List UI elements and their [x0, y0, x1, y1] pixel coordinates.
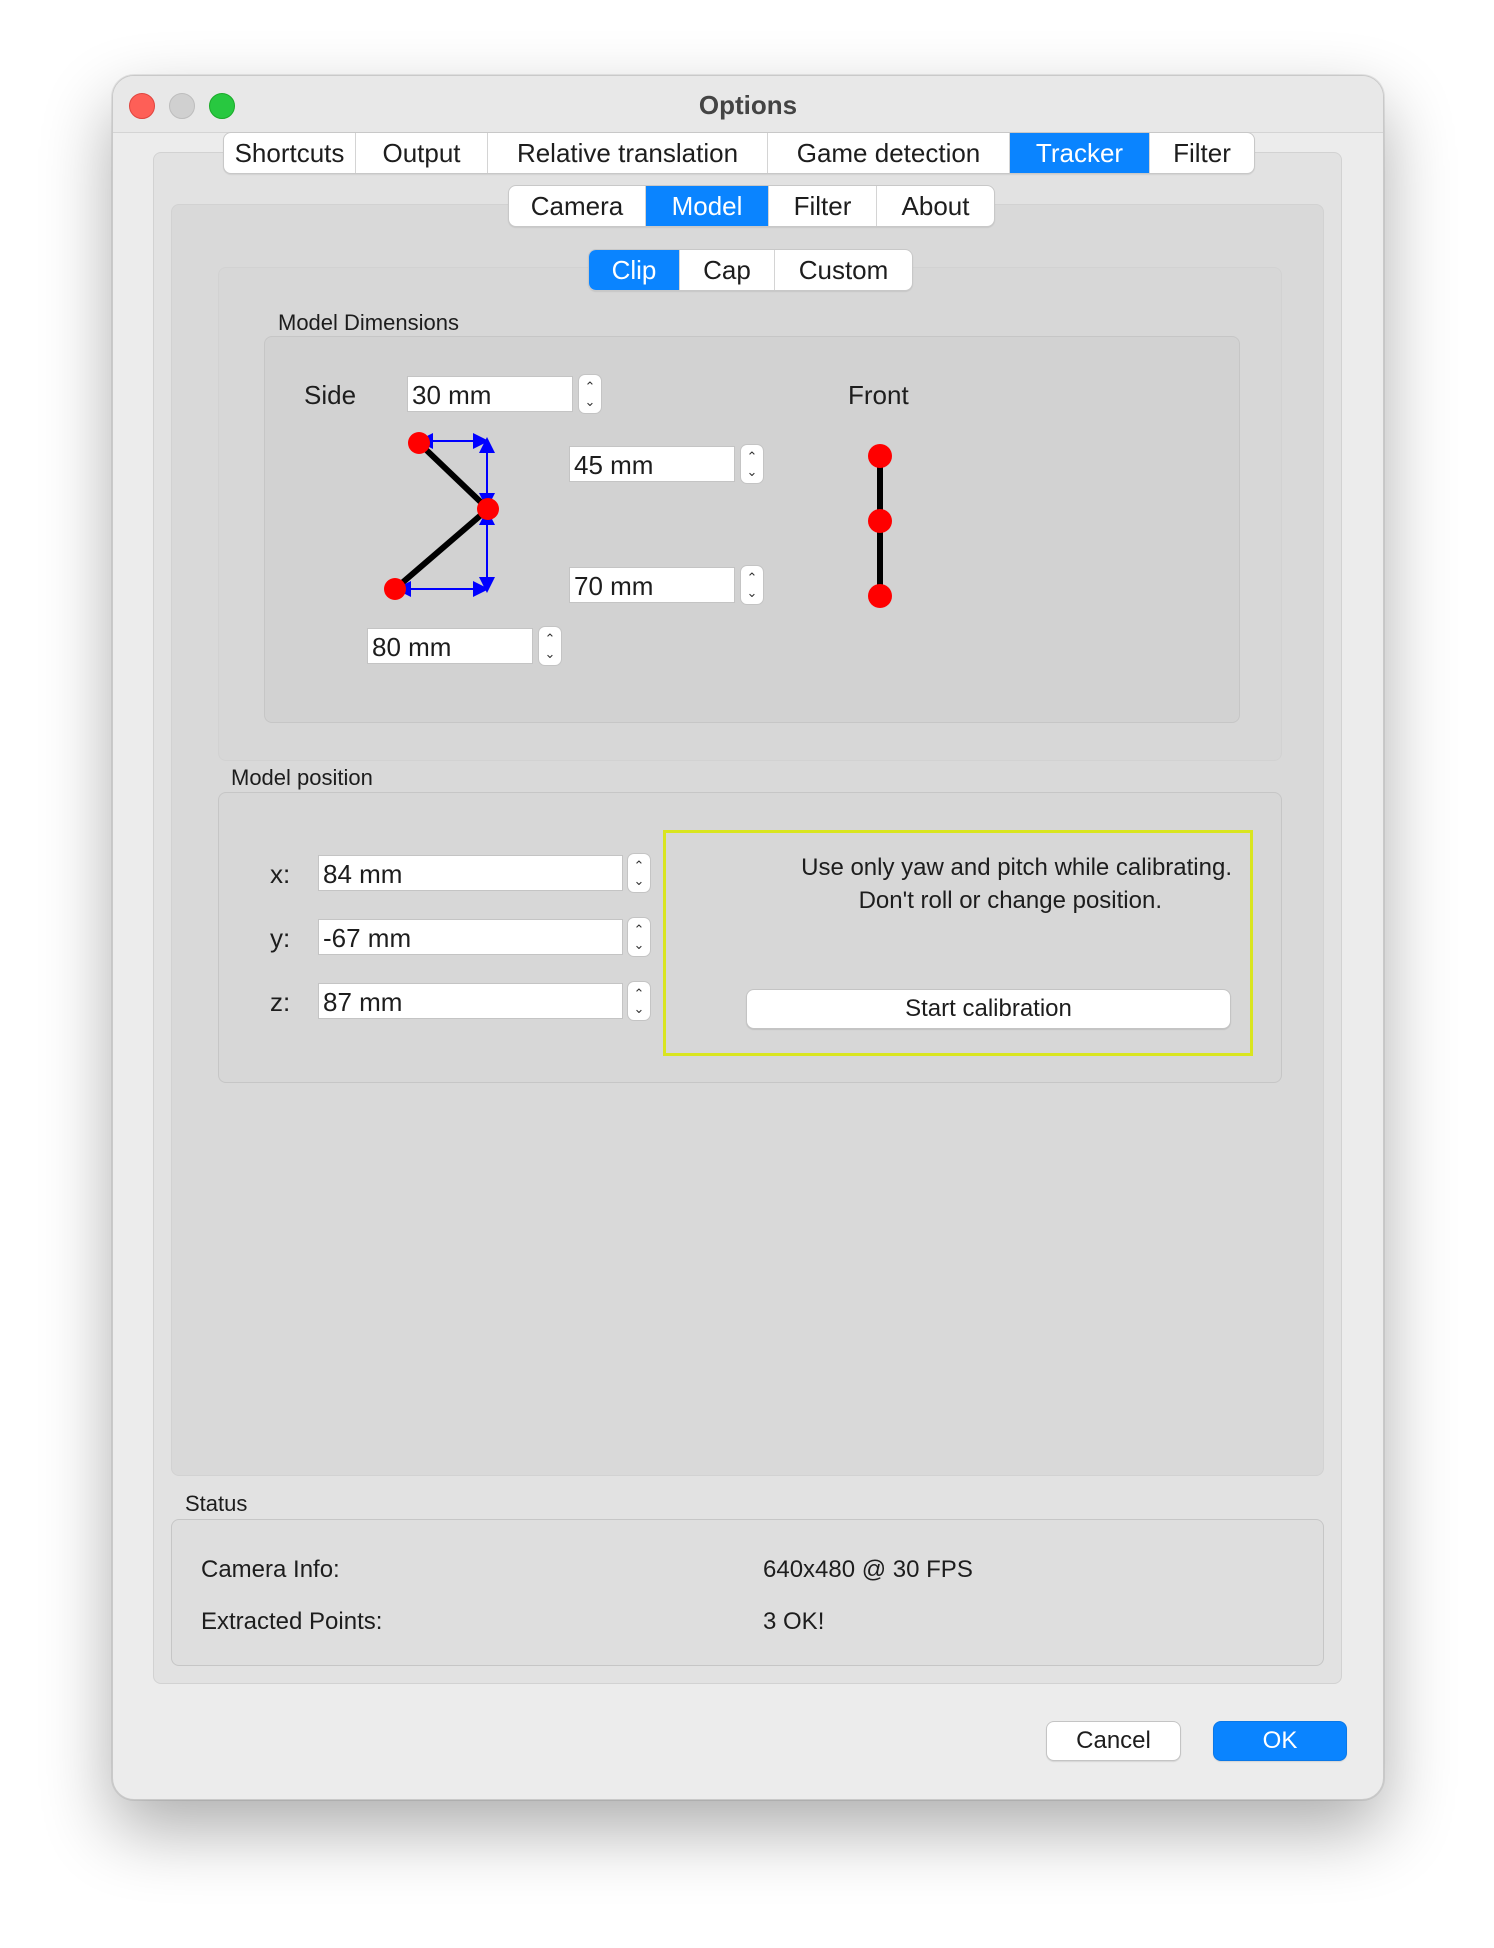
side-dimension-field[interactable]: 30 mm [407, 376, 573, 412]
chevron-up-icon[interactable]: ⌃ [746, 570, 758, 585]
minimize-window-button[interactable] [169, 93, 195, 119]
x-position-stepper[interactable]: ⌃ ⌄ [627, 853, 651, 893]
tab-model[interactable]: Model [646, 186, 769, 226]
cancel-button[interactable]: Cancel [1046, 1721, 1181, 1761]
model-position-heading: Model position [231, 765, 373, 790]
model-upper-arm [416, 440, 491, 512]
tab-cap[interactable]: Cap [680, 250, 775, 290]
chevron-up-icon[interactable]: ⌃ [746, 449, 758, 464]
extracted-points-label: Extracted Points: [201, 1608, 383, 1635]
chevron-down-icon[interactable]: ⌄ [633, 1001, 645, 1016]
y-position-field[interactable]: -67 mm [318, 919, 623, 955]
chevron-up-icon[interactable]: ⌃ [633, 922, 645, 937]
tracker-tab-bar: Camera Model Filter About [508, 185, 995, 227]
front-label: Front [848, 380, 909, 410]
x-position-field[interactable]: 84 mm [318, 855, 623, 891]
top-height-field[interactable]: 45 mm [569, 446, 735, 482]
calibration-note-line2: Don't roll or change position. [858, 887, 1162, 914]
camera-info-label: Camera Info: [201, 1556, 340, 1583]
start-calibration-button[interactable]: Start calibration [746, 989, 1231, 1029]
options-window: Options Shortcuts Output Relative transl… [112, 75, 1384, 1800]
chevron-up-icon[interactable]: ⌃ [544, 631, 556, 646]
calibration-note-line1: Use only yaw and pitch while calibrating… [801, 854, 1232, 881]
tab-tracker[interactable]: Tracker [1010, 133, 1150, 173]
y-label: y: [270, 923, 291, 953]
title-bar: Options [113, 76, 1383, 133]
tab-shortcuts[interactable]: Shortcuts [224, 133, 356, 173]
bottom-length-stepper[interactable]: ⌃ ⌄ [538, 626, 562, 666]
model-point-middle [477, 498, 499, 520]
z-position-field[interactable]: 87 mm [318, 983, 623, 1019]
side-dimension-stepper[interactable]: ⌃ ⌄ [578, 374, 602, 414]
model-lower-arm [393, 506, 490, 592]
model-tab-bar: Clip Cap Custom [588, 249, 913, 291]
front-point-top [868, 444, 892, 468]
calibration-box: Use only yaw and pitch while calibrating… [663, 830, 1253, 1056]
tab-filter[interactable]: Filter [1173, 137, 1231, 168]
chevron-down-icon[interactable]: ⌄ [633, 937, 645, 952]
bottom-height-field[interactable]: 70 mm [569, 567, 735, 603]
window-title: Options [698, 90, 798, 120]
z-position-stepper[interactable]: ⌃ ⌄ [627, 981, 651, 1021]
front-point-middle [868, 509, 892, 533]
tab-clip[interactable]: Clip [589, 250, 680, 290]
status-group [171, 1519, 1324, 1666]
tab-camera[interactable]: Camera [509, 186, 646, 226]
tab-custom[interactable]: Custom [798, 254, 889, 285]
chevron-up-icon[interactable]: ⌃ [633, 858, 645, 873]
chevron-down-icon[interactable]: ⌄ [584, 394, 596, 409]
tab-relative-translation[interactable]: Relative translation [488, 133, 768, 173]
tab-game-detection[interactable]: Game detection [768, 133, 1010, 173]
bottom-length-field[interactable]: 80 mm [367, 628, 533, 664]
close-window-button[interactable] [129, 93, 155, 119]
chevron-down-icon[interactable]: ⌄ [746, 585, 758, 600]
top-tab-bar: Shortcuts Output Relative translation Ga… [223, 132, 1255, 174]
chevron-up-icon[interactable]: ⌃ [584, 379, 596, 394]
side-model-diagram [384, 432, 499, 600]
top-height-stepper[interactable]: ⌃ ⌄ [740, 444, 764, 484]
calibration-note: Use only yaw and pitch while calibrating… [666, 851, 1250, 917]
model-point-top [408, 432, 430, 454]
front-point-bottom [868, 584, 892, 608]
model-dimensions-heading: Model Dimensions [278, 310, 459, 335]
tab-output[interactable]: Output [356, 133, 488, 173]
camera-info-value: 640x480 @ 30 FPS [763, 1556, 973, 1583]
tab-about[interactable]: About [901, 190, 970, 221]
chevron-down-icon[interactable]: ⌄ [544, 646, 556, 661]
bottom-height-stepper[interactable]: ⌃ ⌄ [740, 565, 764, 605]
ok-button[interactable]: OK [1213, 1721, 1347, 1761]
side-label: Side [304, 380, 357, 410]
chevron-up-icon[interactable]: ⌃ [633, 986, 645, 1001]
chevron-down-icon[interactable]: ⌄ [746, 464, 758, 479]
chevron-down-icon[interactable]: ⌄ [633, 873, 645, 888]
x-label: x: [270, 859, 291, 889]
model-point-bottom [384, 578, 406, 600]
y-position-stepper[interactable]: ⌃ ⌄ [627, 917, 651, 957]
maximize-window-button[interactable] [209, 93, 235, 119]
status-heading: Status [185, 1491, 248, 1516]
extracted-points-value: 3 OK! [763, 1608, 825, 1635]
z-label: z: [270, 987, 291, 1017]
tab-tracker-filter[interactable]: Filter [769, 186, 877, 226]
front-model-diagram [868, 444, 892, 608]
